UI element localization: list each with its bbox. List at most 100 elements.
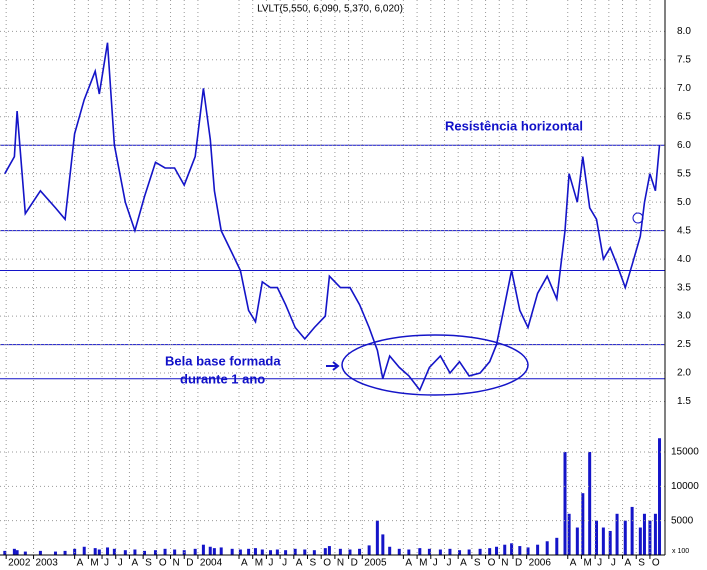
y-tick-label: 7.0 — [677, 83, 691, 94]
volume-bar — [238, 549, 242, 555]
volume-bar — [97, 549, 101, 555]
x-tick-label: S — [145, 558, 152, 569]
volume-unit: x 100 — [672, 548, 689, 555]
y2-tick-label: 10000 — [671, 481, 699, 492]
volume-bar — [458, 550, 462, 555]
x-tick-label: J — [446, 558, 451, 569]
volume-bar — [545, 541, 549, 555]
y-tick-label: 4.5 — [677, 225, 691, 236]
volume-bar — [173, 549, 177, 555]
x-tick-label: J — [104, 558, 109, 569]
y2-tick-label: 15000 — [671, 447, 699, 458]
volume-bar — [12, 548, 16, 555]
arrow — [326, 361, 340, 371]
volume-bar — [397, 548, 401, 555]
volume-bar — [575, 527, 579, 555]
volume-bar — [212, 548, 216, 555]
volume-bar — [427, 548, 431, 555]
volume-bar — [358, 548, 362, 555]
x-tick-label: N — [337, 558, 344, 569]
x-tick-label: J — [282, 558, 287, 569]
volume-bar — [253, 548, 257, 555]
volume-bar — [53, 551, 57, 555]
volume-bar — [15, 550, 19, 555]
volume-bar — [615, 513, 619, 555]
volume-bar — [93, 548, 97, 555]
volume-bar — [526, 547, 530, 555]
chart-title: LVLT(5,550, 6,090, 5,370, 6,020) — [257, 4, 403, 15]
x-tick-label: A — [460, 558, 467, 569]
volume-bar — [503, 544, 507, 555]
y-tick-label: 6.5 — [677, 111, 691, 122]
volume-bar — [367, 545, 371, 555]
price-line — [4, 42, 661, 392]
x-tick-label: N — [501, 558, 508, 569]
y2-tick-label: 5000 — [671, 515, 694, 526]
x-tick-label: M — [419, 558, 427, 569]
x-tick-label: O — [323, 558, 331, 569]
x-tick-label: 2005 — [364, 558, 387, 569]
volume-bar — [247, 548, 251, 555]
x-tick-label: S — [474, 558, 481, 569]
volume-bar — [510, 543, 514, 555]
volume-bar — [653, 513, 657, 555]
volume-bar — [293, 548, 297, 555]
x-tick-label: D — [515, 558, 522, 569]
volume-bar — [658, 438, 662, 555]
x-tick-label: 2004 — [200, 558, 223, 569]
annotation: Resistência horizontal — [445, 118, 583, 133]
volume-bar — [448, 548, 452, 555]
volume-bar — [648, 520, 652, 555]
volume-bar — [418, 548, 422, 555]
x-tick-label: A — [570, 558, 577, 569]
volume-bar — [623, 520, 627, 555]
y-tick-label: 7.5 — [677, 54, 691, 65]
x-tick-label: S — [638, 558, 645, 569]
volume-bar — [518, 546, 522, 555]
volume-bar — [303, 549, 307, 555]
x-tick-label: M — [90, 558, 98, 569]
volume-bar — [642, 513, 646, 555]
x-tick-label: A — [77, 558, 84, 569]
volume-bar — [595, 520, 599, 555]
volume-bar — [63, 550, 67, 555]
volume-bar — [581, 493, 585, 555]
volume-bar — [123, 550, 127, 555]
x-tick-label: 2006 — [529, 558, 552, 569]
x-tick-label: D — [351, 558, 358, 569]
y-tick-label: 2.0 — [677, 368, 691, 379]
volume-bar — [608, 530, 612, 555]
x-tick-label: J — [611, 558, 616, 569]
annotation: Bela base formada — [165, 353, 281, 368]
x-tick-label: J — [118, 558, 123, 569]
x-tick-label: S — [310, 558, 317, 569]
volume-bar — [112, 548, 116, 555]
y-tick-label: 5.5 — [677, 168, 691, 179]
x-tick-label: A — [296, 558, 303, 569]
x-tick-label: 2002 — [8, 558, 31, 569]
x-tick-label: J — [433, 558, 438, 569]
y-tick-label: 3.0 — [677, 311, 691, 322]
volume-bar — [73, 548, 77, 555]
volume-bar — [208, 546, 212, 555]
volume-bar — [407, 549, 411, 555]
volume-bar — [284, 550, 288, 555]
y-tick-label: 3.5 — [677, 282, 691, 293]
volume-bar — [23, 551, 27, 555]
volume-bar — [230, 548, 234, 555]
volume-bar — [269, 550, 273, 555]
y-tick-label: 4.0 — [677, 254, 691, 265]
volume-bar — [563, 451, 567, 555]
x-tick-label: A — [241, 558, 248, 569]
volume-bar — [163, 548, 167, 555]
volume-bar — [153, 550, 157, 555]
volume-bar — [438, 549, 442, 555]
volume-bar — [219, 547, 223, 555]
volume-bar — [338, 548, 342, 555]
volume-bar — [348, 549, 352, 555]
volume-bar — [488, 548, 492, 555]
volume-bar — [495, 546, 499, 555]
volume-bar — [381, 534, 385, 555]
x-tick-label: A — [405, 558, 412, 569]
